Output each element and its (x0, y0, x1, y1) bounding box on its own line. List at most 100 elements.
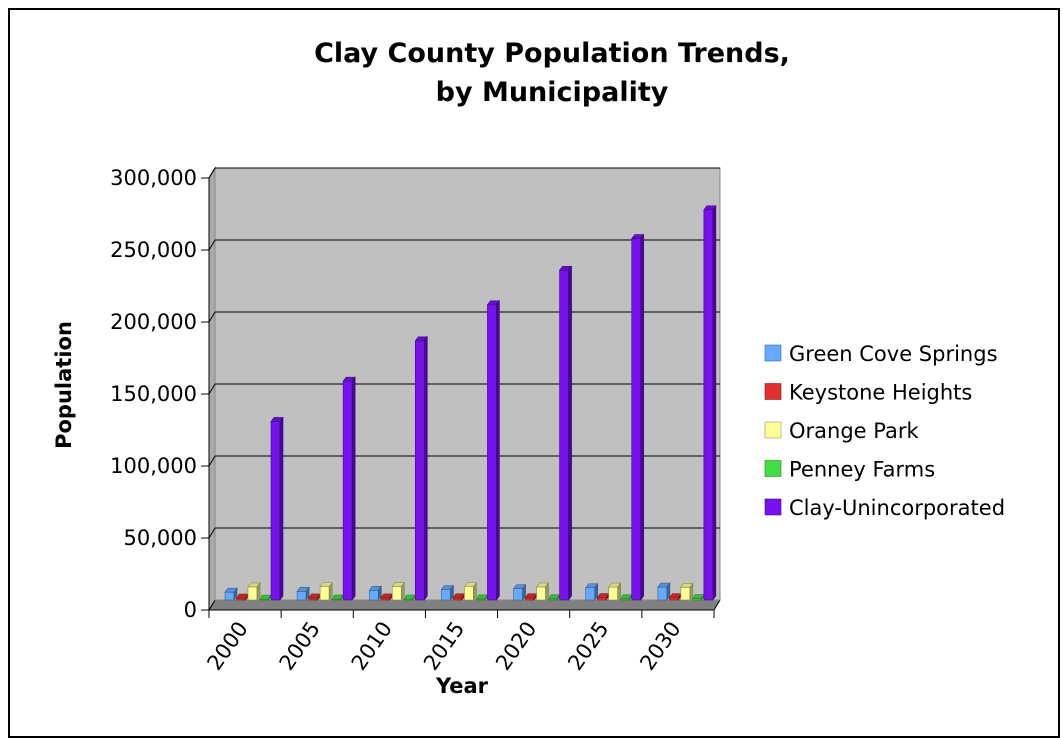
bar-side (233, 587, 238, 601)
legend-swatch (764, 344, 782, 362)
legend-label: Penney Farms (789, 458, 935, 482)
bar-4-0 (270, 416, 284, 601)
bar-2-2 (391, 581, 405, 601)
legend-label: Green Cove Springs (789, 342, 998, 366)
legend-label: Clay-Unincorporated (789, 496, 1005, 520)
y-tick-labels: 0 50,000 100,000 150,000 200,000 250,000 300,0… (110, 166, 197, 622)
bar-2-5 (608, 582, 622, 601)
bar-side (256, 581, 261, 601)
bar-0-3 (440, 584, 455, 601)
y-tick-label: 50,000 (124, 526, 197, 550)
bar-front (368, 590, 379, 601)
bar-4-5 (631, 233, 645, 601)
bar-3-6 (691, 593, 705, 601)
legend-item: Green Cove Springs (764, 342, 998, 366)
bar-front (224, 591, 235, 601)
bar-0-6 (657, 582, 671, 601)
bar-front (452, 597, 463, 601)
bar-0-5 (585, 582, 599, 601)
x-tick-label: 2000 (202, 617, 252, 675)
bar-side (594, 582, 599, 601)
bar-0-4 (512, 583, 527, 601)
bar-side (450, 584, 454, 601)
bar-front (391, 586, 402, 601)
bar-front (703, 209, 714, 601)
bar-front (414, 340, 425, 601)
bar-2-3 (463, 581, 478, 601)
bar-front (524, 597, 535, 601)
legend-swatch (764, 383, 782, 400)
bar-front (631, 238, 642, 601)
bar-front (608, 586, 619, 601)
legend-label: Orange Park (789, 419, 919, 443)
bar-front (559, 269, 569, 601)
bar-side (617, 582, 622, 601)
bar-side (712, 204, 717, 601)
bar-side (351, 376, 356, 601)
y-tick-label: 250,000 (110, 238, 197, 262)
bar-front (270, 421, 281, 601)
bar-front (585, 587, 596, 601)
bar-front (536, 586, 546, 601)
bar-side (377, 585, 382, 601)
y-tick-label: 200,000 (110, 310, 197, 334)
bar-0-2 (368, 585, 382, 601)
x-axis-label: Year (435, 674, 489, 698)
bar-side (279, 416, 284, 601)
bar-side (496, 299, 500, 601)
bar-front (487, 304, 497, 601)
legend-swatch (764, 421, 782, 439)
bar-front (464, 586, 474, 601)
y-tick-label: 100,000 (110, 454, 197, 478)
legend-item: Clay-Unincorporated (764, 496, 1005, 520)
x-tick-labels: 2000 2005 2010 2015 2020 2025 2030 (202, 617, 685, 675)
legend-item: Orange Park (764, 419, 919, 443)
chart-title-line-1: Clay County Population Trends, (314, 38, 790, 69)
plot-floor (208, 599, 721, 611)
gridline-depth (208, 527, 216, 539)
bar-front (308, 597, 318, 601)
bar-side (568, 265, 572, 601)
legend-item: Keystone Heights (764, 381, 972, 405)
bar-4-6 (703, 204, 717, 601)
bar-front (680, 587, 691, 601)
bar-side (545, 581, 549, 601)
bar-4-4 (558, 265, 573, 601)
bar-2-4 (535, 581, 550, 601)
y-tick-label: 300,000 (110, 166, 197, 190)
bar-3-2 (403, 594, 417, 601)
bar-side (522, 583, 526, 601)
y-tick-label: 0 (184, 598, 197, 622)
x-tick-label: 2025 (563, 617, 613, 675)
bar-front (657, 586, 668, 601)
bar-4-2 (414, 335, 428, 601)
bar-side (640, 233, 645, 601)
bar-side (328, 581, 333, 601)
x-tick-label: 2005 (275, 617, 325, 675)
legend-swatch (764, 498, 782, 516)
y-tick-label: 150,000 (110, 382, 197, 406)
x-tick-label: 2010 (347, 617, 397, 675)
bar-4-3 (486, 299, 501, 601)
gridline-depth (208, 167, 216, 179)
gridline-depth (208, 455, 216, 467)
legend-label: Keystone Heights (789, 381, 972, 405)
legend-swatch (764, 460, 782, 477)
bar-side (666, 582, 671, 601)
bar-front (380, 597, 391, 601)
x-tick-label: 2020 (491, 617, 541, 675)
legend: Green Cove Springs Keystone Heights Orange… (764, 342, 1005, 520)
bar-0-0 (224, 587, 238, 601)
axes (201, 177, 715, 618)
y-axis-label: Population (52, 321, 76, 449)
bar-front (441, 589, 451, 601)
bar-front (342, 380, 353, 601)
x-tick-label: 2030 (635, 617, 685, 675)
bar-side (473, 581, 477, 601)
bar-side (305, 586, 310, 601)
bar-2-0 (247, 581, 261, 601)
bar-2-6 (680, 582, 694, 601)
x-tick-label: 2015 (419, 617, 469, 675)
bar-front (247, 586, 258, 601)
